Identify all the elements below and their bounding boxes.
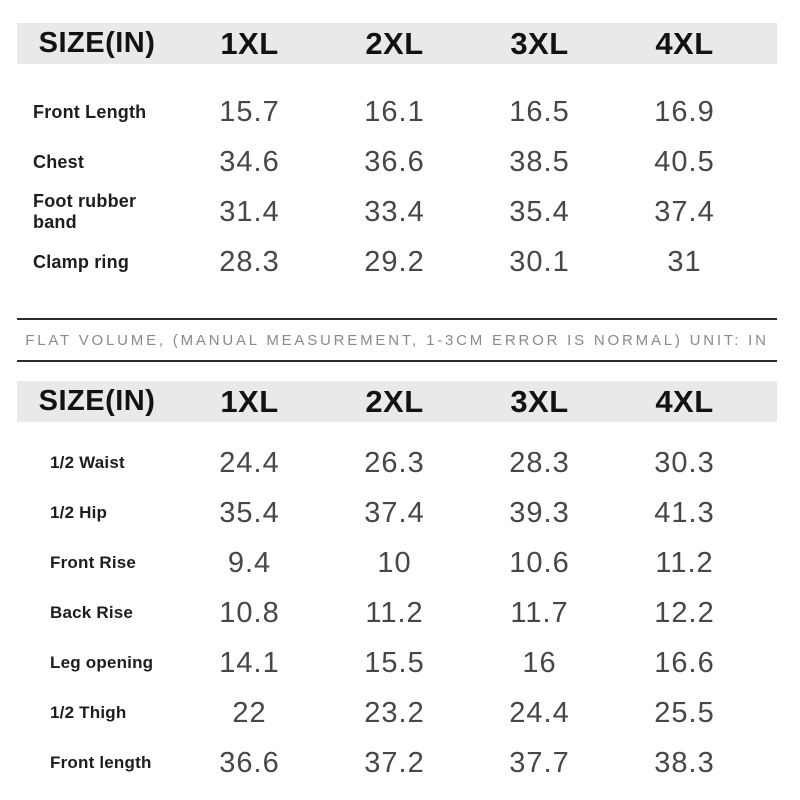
table-row: 1/2 Waist 24.4 26.3 28.3 30.3	[17, 438, 777, 488]
size-value: 30.3	[654, 446, 715, 479]
size-value: 28.3	[219, 245, 280, 278]
size-value: 38.3	[654, 746, 715, 779]
size-value: 11.7	[510, 596, 569, 629]
size-chart-sheet: SIZE(IN) 1XL 2XL 3XL 4XL Front Length 15…	[17, 23, 777, 788]
table-row: Front length 36.6 37.2 37.7 38.3	[17, 738, 777, 788]
row-label: Front Length	[33, 101, 147, 122]
size-table-bottom-header: SIZE(IN) 1XL 2XL 3XL 4XL	[17, 381, 777, 422]
row-label: Leg opening	[50, 653, 154, 672]
size-table-bottom: SIZE(IN) 1XL 2XL 3XL 4XL 1/2 Waist 24.4 …	[17, 381, 777, 788]
table-row: 1/2 Thigh 22 23.2 24.4 25.5	[17, 688, 777, 738]
size-value: 31.4	[219, 195, 280, 228]
size-value: 16	[522, 646, 557, 679]
size-value: 16.5	[509, 95, 570, 128]
size-unit-label: SIZE(IN)	[38, 385, 156, 417]
size-value: 31	[667, 245, 702, 278]
column-header-1xl: 1XL	[220, 383, 279, 419]
row-label: Front length	[50, 753, 152, 772]
table-row: Chest 34.6 36.6 38.5 40.5	[17, 137, 777, 187]
size-unit-label: SIZE(IN)	[38, 27, 156, 59]
column-header-4xl: 4XL	[655, 25, 714, 61]
row-label: Chest	[33, 151, 85, 172]
size-value: 34.6	[219, 145, 280, 178]
row-label: Back Rise	[50, 603, 134, 622]
table-row: Foot rubber band 31.4 33.4 35.4 37.4	[17, 187, 777, 237]
column-header-1xl: 1XL	[220, 25, 279, 61]
table-row: Front Rise 9.4 10 10.6 11.2	[17, 538, 777, 588]
size-table-top-header: SIZE(IN) 1XL 2XL 3XL 4XL	[17, 23, 777, 64]
size-value: 36.6	[219, 746, 280, 779]
size-value: 16.1	[364, 95, 425, 128]
column-header-2xl: 2XL	[365, 383, 424, 419]
size-value: 26.3	[364, 446, 425, 479]
table-row: Back Rise 10.8 11.2 11.7 12.2	[17, 588, 777, 638]
row-label: 1/2 Waist	[50, 453, 125, 472]
table-row: Front Length 15.7 16.1 16.5 16.9	[17, 87, 777, 137]
row-label: Foot rubber band	[33, 191, 137, 232]
size-value: 15.7	[219, 95, 280, 128]
size-value: 10	[377, 546, 412, 579]
size-value: 37.4	[364, 496, 425, 529]
size-value: 37.4	[654, 195, 715, 228]
size-value: 12.2	[654, 596, 715, 629]
size-value: 41.3	[654, 496, 715, 529]
table-row: Leg opening 14.1 15.5 16 16.6	[17, 638, 777, 688]
column-header-4xl: 4XL	[655, 383, 714, 419]
column-header-3xl: 3XL	[510, 25, 569, 61]
table-row: Clamp ring 28.3 29.2 30.1 31	[17, 237, 777, 287]
size-value: 10.6	[509, 546, 570, 579]
size-value: 11.2	[365, 596, 424, 629]
size-value: 28.3	[509, 446, 570, 479]
column-header-3xl: 3XL	[510, 383, 569, 419]
size-value: 39.3	[509, 496, 570, 529]
size-value: 37.2	[364, 746, 425, 779]
size-value: 24.4	[219, 446, 280, 479]
size-value: 24.4	[509, 696, 570, 729]
measurement-note-text: FLAT VOLUME, (MANUAL MEASUREMENT, 1-3CM …	[25, 331, 769, 349]
size-value: 22	[232, 696, 267, 729]
size-value: 37.7	[509, 746, 570, 779]
size-table-top-body: Front Length 15.7 16.1 16.5 16.9 Chest 3…	[17, 87, 777, 287]
row-label: 1/2 Thigh	[50, 703, 127, 722]
table-row: 1/2 Hip 35.4 37.4 39.3 41.3	[17, 488, 777, 538]
size-value: 14.1	[219, 646, 280, 679]
size-value: 35.4	[219, 496, 280, 529]
size-value: 30.1	[509, 245, 570, 278]
size-table-top: SIZE(IN) 1XL 2XL 3XL 4XL Front Length 15…	[17, 23, 777, 287]
size-value: 23.2	[364, 696, 425, 729]
size-value: 9.4	[227, 546, 272, 579]
size-value: 40.5	[654, 145, 715, 178]
measurement-note-band: FLAT VOLUME, (MANUAL MEASUREMENT, 1-3CM …	[17, 318, 777, 362]
size-value: 11.2	[655, 546, 714, 579]
size-value: 25.5	[654, 696, 715, 729]
size-value: 15.5	[364, 646, 425, 679]
column-header-2xl: 2XL	[365, 25, 424, 61]
row-label: 1/2 Hip	[50, 503, 108, 522]
size-value: 16.6	[654, 646, 715, 679]
row-label: Front Rise	[50, 553, 137, 572]
size-value: 38.5	[509, 145, 570, 178]
size-value: 29.2	[364, 245, 425, 278]
row-label: Clamp ring	[33, 251, 130, 272]
size-table-bottom-body: 1/2 Waist 24.4 26.3 28.3 30.3 1/2 Hip 35…	[17, 438, 777, 788]
size-value: 10.8	[219, 596, 280, 629]
size-value: 35.4	[509, 195, 570, 228]
size-value: 33.4	[364, 195, 425, 228]
size-value: 36.6	[364, 145, 425, 178]
size-value: 16.9	[654, 95, 715, 128]
